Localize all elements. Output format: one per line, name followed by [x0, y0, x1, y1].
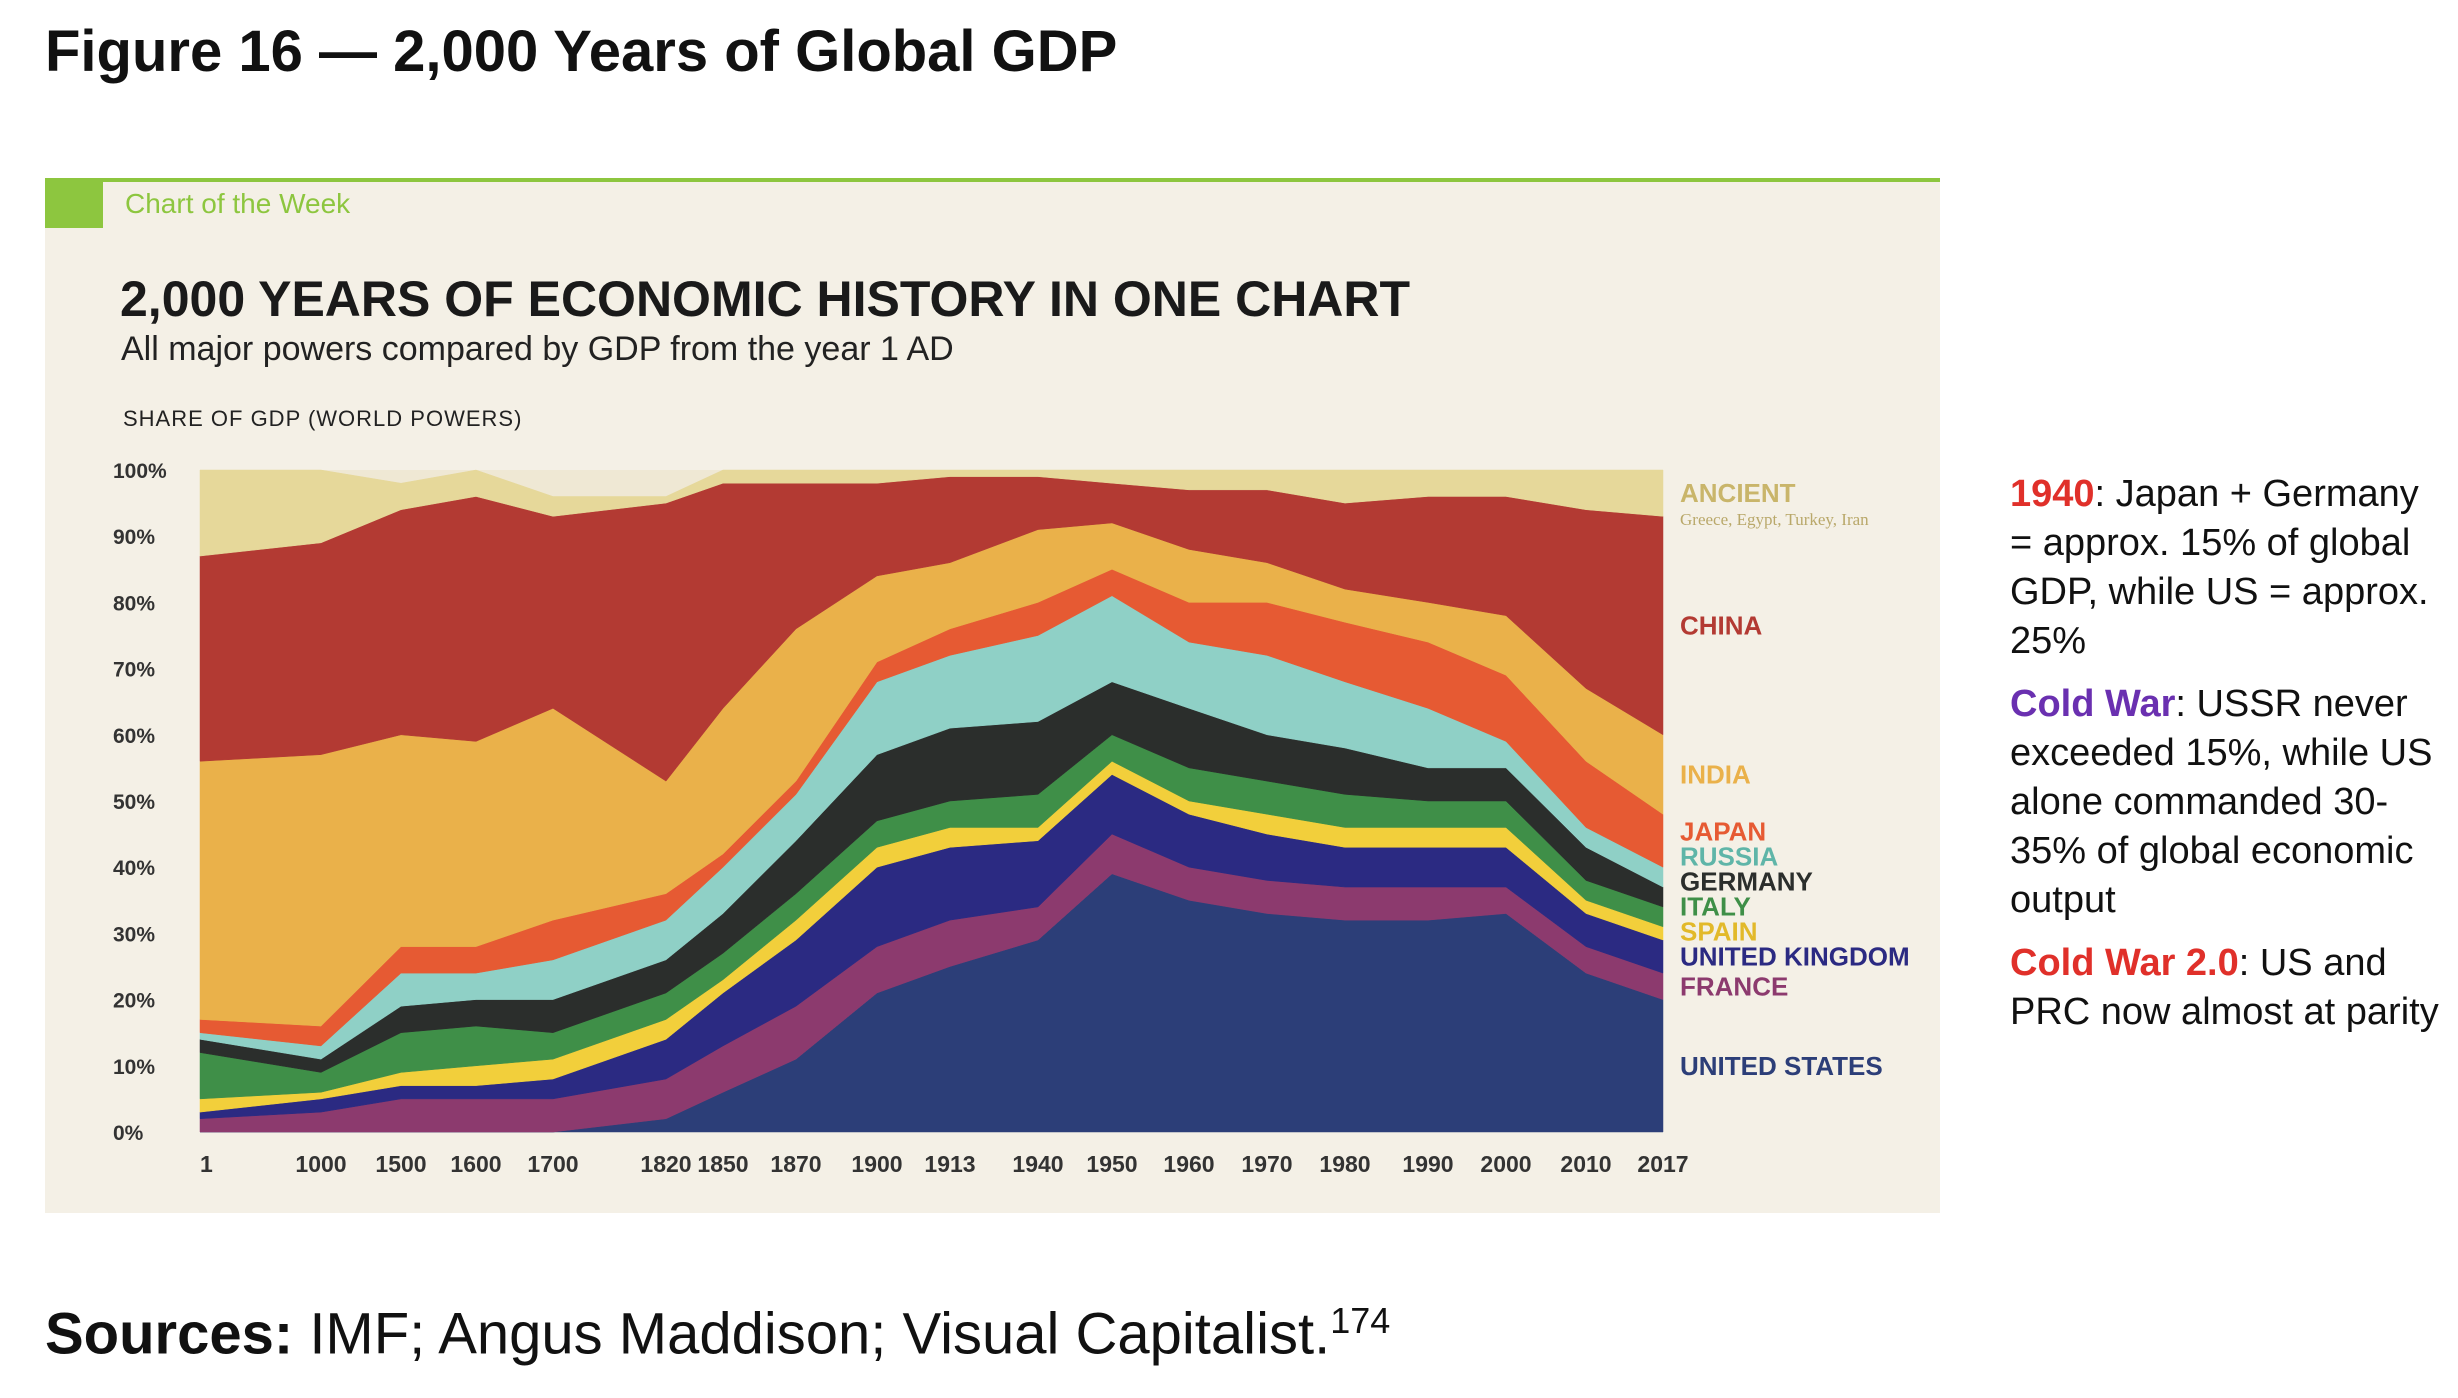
- annotation-cold-war: Cold War: USSR never exceeded 15%, while…: [2010, 680, 2450, 925]
- area-ancient: [199, 469, 1664, 557]
- y-tick-label: 100%: [113, 460, 167, 483]
- legend-russia: RUSSIA: [1680, 842, 1778, 872]
- y-tick-label: 40%: [113, 857, 155, 880]
- y-tick-label: 80%: [113, 592, 155, 615]
- x-tick-label: 2010: [1560, 1151, 1611, 1177]
- x-tick-label: 1600: [450, 1151, 501, 1177]
- figure-title: Figure 16 — 2,000 Years of Global GDP: [45, 19, 1118, 84]
- annotation-1940-highlight: 1940: [2010, 473, 2095, 515]
- y-axis-label: SHARE OF GDP (WORLD POWERS): [123, 406, 523, 431]
- sources-text: IMF; Angus Maddison; Visual Capitalist.: [293, 1301, 1331, 1367]
- chart-of-the-week-badge: [45, 182, 103, 228]
- chart-title: 2,000 YEARS OF ECONOMIC HISTORY IN ONE C…: [120, 271, 1411, 327]
- x-tick-label: 1970: [1241, 1151, 1292, 1177]
- y-tick-label: 30%: [113, 923, 155, 946]
- annotation-cold-war-2-highlight: Cold War 2.0: [2010, 942, 2239, 984]
- legend-ancient-note: Greece, Egypt, Turkey, Iran: [1680, 510, 1869, 529]
- x-tick-label: 1990: [1402, 1151, 1453, 1177]
- legend-united-states: UNITED STATES: [1680, 1051, 1883, 1081]
- x-tick-label: 1950: [1086, 1151, 1137, 1177]
- x-tick-label: 1960: [1163, 1151, 1214, 1177]
- annotation-block: 1940: Japan + Germany = approx. 15% of g…: [2010, 470, 2450, 1051]
- sources-line: Sources: IMF; Angus Maddison; Visual Cap…: [45, 1300, 1390, 1367]
- sources-footnote: 174: [1330, 1300, 1391, 1341]
- x-tick-label: 1820: [640, 1151, 691, 1177]
- annotation-cold-war-2: Cold War 2.0: US and PRC now almost at p…: [2010, 939, 2450, 1037]
- annotation-1940: 1940: Japan + Germany = approx. 15% of g…: [2010, 470, 2450, 666]
- x-tick-label: 1700: [527, 1151, 578, 1177]
- panel-top-rule: [45, 178, 1940, 182]
- x-tick-label: 1913: [924, 1151, 975, 1177]
- chart-subtitle: All major powers compared by GDP from th…: [121, 330, 954, 368]
- x-tick-label: 1980: [1319, 1151, 1370, 1177]
- stacked-area-chart: 0%10%20%30%40%50%60%70%80%90%100% 1 1000 1…: [113, 460, 1910, 1177]
- x-tick-labels: 1 1000 1500 1600 1700 1820 1850 1870 1900 1913 194…: [200, 1151, 1689, 1177]
- legend-japan: JAPAN: [1680, 817, 1766, 847]
- y-tick-label: 0%: [113, 1122, 144, 1145]
- x-tick-label: 1850: [697, 1151, 748, 1177]
- y-tick-label: 70%: [113, 659, 155, 682]
- annotation-1940-text: : Japan + Germany = approx. 15% of globa…: [2010, 473, 2429, 662]
- legend-spain: SPAIN: [1680, 917, 1758, 947]
- annotation-cold-war-text: : USSR never exceeded 15%, while US alon…: [2010, 683, 2433, 921]
- x-tick-label: 1900: [851, 1151, 902, 1177]
- y-tick-label: 20%: [113, 990, 155, 1013]
- y-tick-label: 60%: [113, 725, 155, 748]
- chart-of-the-week-label: Chart of the Week: [125, 188, 351, 219]
- y-tick-labels: 0% 10% 20% 30% 40% 50% 60% 70% 80% 90% 100%: [113, 460, 167, 1145]
- sources-label: Sources:: [45, 1301, 294, 1367]
- annotation-cold-war-2-text: : US and PRC now almost at parity: [2010, 942, 2439, 1033]
- chart-panel: Chart of the Week 2,000 YEARS OF ECONOMI…: [45, 178, 1940, 1213]
- legend-ancient: ANCIENT: [1680, 478, 1796, 508]
- y-tick-label: 50%: [113, 791, 155, 814]
- y-tick-label: 10%: [113, 1056, 155, 1079]
- x-tick-label: 2000: [1480, 1151, 1531, 1177]
- x-tick-label: 1: [200, 1151, 213, 1177]
- legend-france: FRANCE: [1680, 971, 1788, 1001]
- legend-germany: GERMANY: [1680, 867, 1813, 897]
- y-tick-label: 90%: [113, 526, 155, 549]
- legend-india: INDIA: [1680, 760, 1751, 790]
- legend-italy: ITALY: [1680, 892, 1751, 922]
- annotation-cold-war-highlight: Cold War: [2010, 683, 2176, 725]
- x-tick-label: 1000: [295, 1151, 346, 1177]
- legend-china: CHINA: [1680, 611, 1763, 641]
- legend-united-kingdom: UNITED KINGDOM: [1680, 942, 1910, 972]
- x-tick-label: 1940: [1012, 1151, 1063, 1177]
- x-tick-label: 1500: [375, 1151, 426, 1177]
- x-tick-label: 1870: [770, 1151, 821, 1177]
- area-layers: [199, 469, 1664, 1133]
- x-tick-label: 2017: [1637, 1151, 1688, 1177]
